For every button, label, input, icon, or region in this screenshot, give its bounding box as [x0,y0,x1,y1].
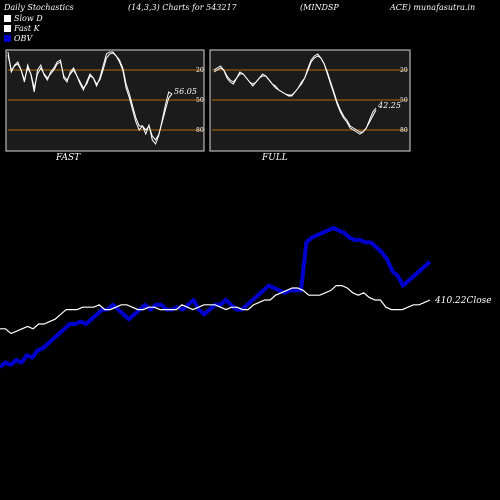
chart-header-left: Daily Stochastics [4,3,74,12]
full-last-value-label: 42.25 [377,101,401,110]
chart-header-symbol: (MINDSP [300,3,339,12]
fast-last-value-label: 56.05 [174,87,197,96]
fast-tick-label-50: 50 [196,97,204,104]
full-series-line-1 [213,55,377,133]
fast-tick-label-80: 20 [196,67,204,74]
legend-item-fast-k: Fast K [4,24,40,33]
legend-swatch [4,15,11,22]
legend-label: Fast K [14,24,40,33]
full-tick-label-80: 20 [400,67,408,74]
full-stochastic-plot: 80 50 20 42.25 [212,53,408,135]
fast-stochastic-plot: 80 50 20 56.05 [7,51,204,145]
chart-header-source: ACE) munafasutra.in [390,3,476,12]
obv-close-plot: 410.22Close [0,226,492,369]
legend-label: Slow D [14,14,43,23]
fast-panel-title: FAST [56,153,81,163]
legend-swatch [4,25,11,32]
chart-header-params: (14,3,3) Charts for 543217 [128,3,237,12]
full-panel-title: FULL [262,153,288,163]
legend-item-obv: OBV [4,34,32,43]
legend-swatch [4,35,11,42]
close-series-line [0,285,431,335]
fast-tick-label-20: 80 [196,127,204,134]
full-tick-label-20: 80 [400,127,408,134]
obv-series-line [0,226,432,369]
legend-label: OBV [14,34,33,43]
close-last-value-label: 410.22Close [434,296,492,306]
legend-item-slow-d: Slow D [4,14,43,23]
fast-series-line-1 [7,52,173,141]
full-tick-label-50: 50 [400,97,408,104]
